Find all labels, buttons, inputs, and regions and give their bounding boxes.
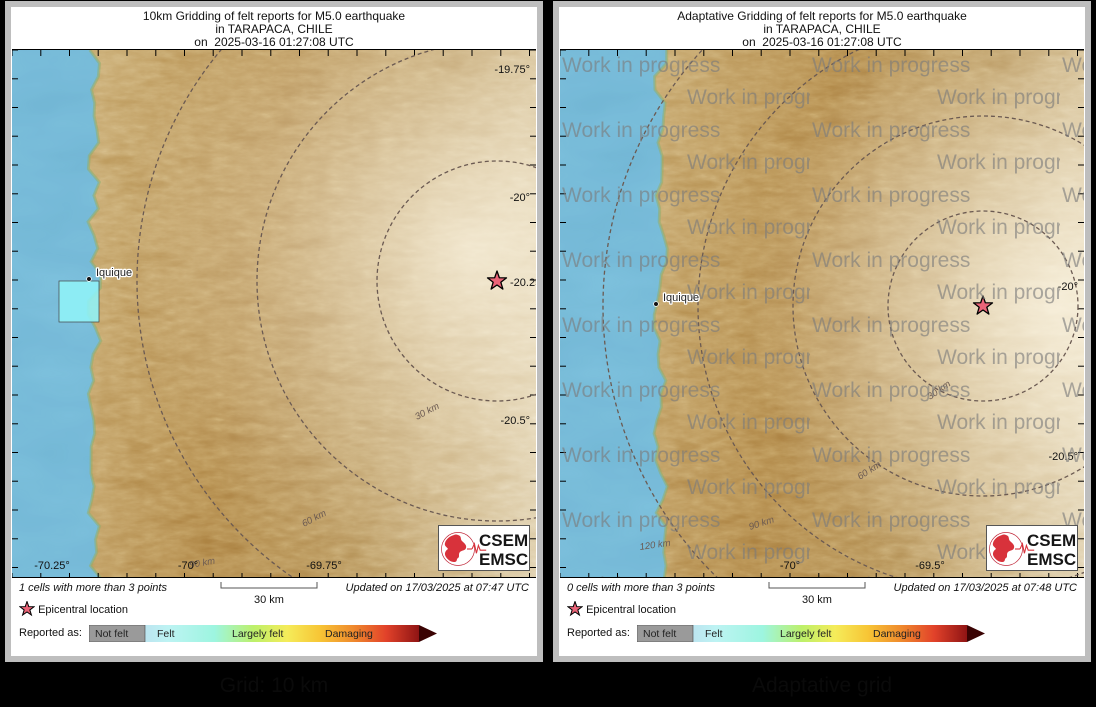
svg-text:Felt: Felt — [157, 628, 175, 640]
svg-text:-20.25°: -20.25° — [510, 277, 536, 289]
svg-text:-69.75°: -69.75° — [306, 560, 342, 572]
svg-text:CSEM: CSEM — [1027, 531, 1076, 550]
svg-text:Not felt: Not felt — [643, 628, 676, 640]
svg-text:-20.5°: -20.5° — [501, 415, 530, 427]
svg-text:EMSC: EMSC — [479, 550, 528, 569]
svg-text:Damaging: Damaging — [873, 628, 921, 640]
svg-text:CSEM: CSEM — [479, 531, 528, 550]
svg-text:Iquique: Iquique — [96, 267, 132, 279]
svg-text:Largely felt: Largely felt — [232, 628, 283, 640]
svg-text:-20°: -20° — [510, 192, 530, 204]
svg-text:-70.25°: -70.25° — [34, 560, 70, 572]
svg-text:60 km: 60 km — [300, 508, 328, 530]
svg-text:-70°: -70° — [178, 560, 198, 572]
svg-text:Felt: Felt — [705, 628, 723, 640]
svg-text:Damaging: Damaging — [325, 628, 373, 640]
svg-text:30 km: 30 km — [413, 401, 441, 423]
svg-text:EMSC: EMSC — [1027, 550, 1076, 569]
svg-text:Not felt: Not felt — [95, 628, 128, 640]
svg-text:-19.75°: -19.75° — [494, 64, 530, 76]
svg-text:Largely felt: Largely felt — [780, 628, 831, 640]
